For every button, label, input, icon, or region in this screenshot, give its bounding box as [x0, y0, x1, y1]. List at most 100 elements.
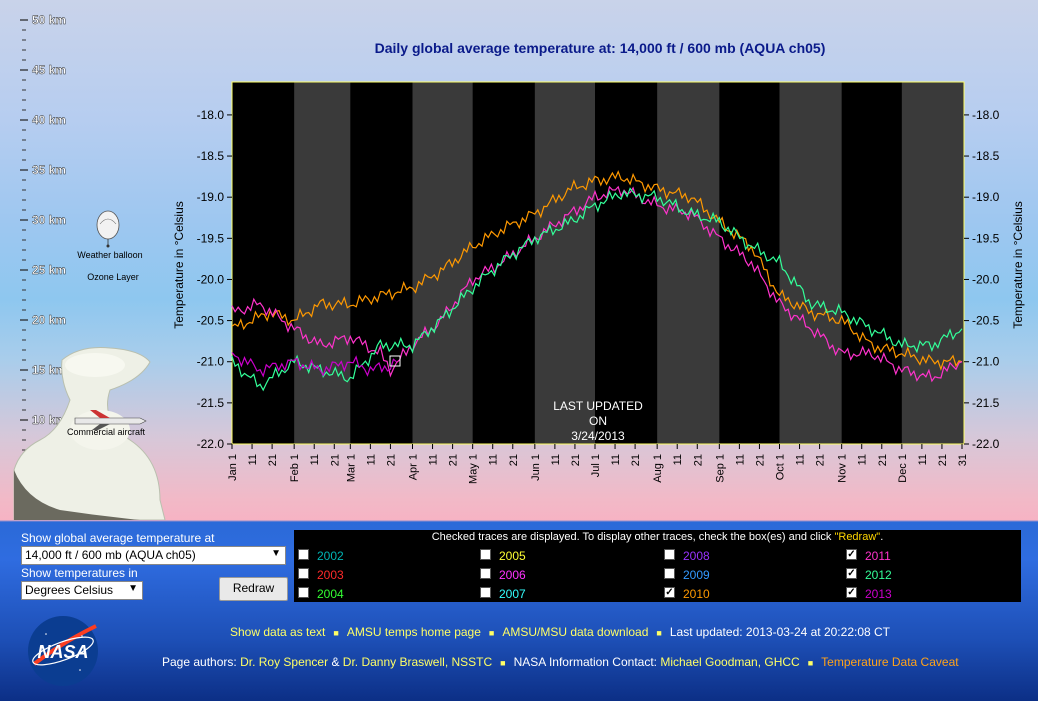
- trace-year-label: 2007: [499, 587, 526, 601]
- series-2010-line: [231, 170, 963, 371]
- altitude-label: 25 km: [32, 263, 66, 277]
- x-tick-label: 21: [267, 454, 279, 466]
- data-download-link[interactable]: AMSU/MSU data download: [502, 625, 649, 639]
- spencer-link[interactable]: Dr. Roy Spencer: [240, 655, 329, 669]
- annotation-line-2: ON: [589, 414, 607, 428]
- nasa-logo[interactable]: NASA: [26, 614, 100, 688]
- altitude-label: 30 km: [32, 213, 66, 227]
- x-tick-label: 21: [815, 454, 827, 466]
- month-band: [901, 82, 964, 444]
- y-tick-label: -20.5: [972, 314, 1000, 328]
- x-tick-label: 11: [672, 454, 684, 465]
- x-tick-label: 11: [917, 454, 929, 465]
- x-tick-label: Jun 1: [530, 454, 542, 481]
- checkbox[interactable]: [480, 568, 491, 579]
- trace-year-label: 2004: [317, 587, 344, 601]
- x-tick-label: Feb 1: [289, 454, 301, 482]
- x-tick-label: Nov 1: [837, 454, 849, 483]
- aircraft-icon: [74, 410, 147, 430]
- x-tick-label: 21: [570, 454, 582, 466]
- authors-row: Page authors: Dr. Roy Spencer & Dr. Dann…: [162, 655, 959, 669]
- month-band: [412, 82, 473, 444]
- x-tick-label: Jan 1: [227, 454, 239, 481]
- x-tick-label: 21: [630, 454, 642, 466]
- series-2011-line: [231, 185, 963, 383]
- trace-year-label: 2005: [499, 549, 526, 563]
- home-page-link[interactable]: AMSU temps home page: [346, 625, 481, 639]
- x-tick-label: 11: [309, 454, 321, 465]
- month-band: [534, 82, 595, 444]
- last-updated-annotation: LAST UPDATED ON 3/24/2013: [553, 399, 643, 443]
- x-tick-label: 11: [857, 454, 869, 465]
- checkbox[interactable]: ✓: [846, 568, 857, 579]
- y-tick-label: -20.0: [972, 272, 1000, 286]
- separator-icon: ■: [500, 658, 506, 668]
- braswell-link[interactable]: Dr. Danny Braswell, NSSTC: [342, 655, 493, 669]
- altitude-label: 50 km: [32, 13, 66, 27]
- contact-link[interactable]: Michael Goodman, GHCC: [660, 655, 800, 669]
- y-tick-label: -22.0: [197, 437, 225, 451]
- show-text-link[interactable]: Show data as text: [230, 625, 326, 639]
- current-point-marker: [389, 355, 401, 367]
- x-tick-label: 21: [508, 454, 520, 466]
- y-tick-label: -21.0: [197, 355, 225, 369]
- altitude-label: 35 km: [32, 163, 66, 177]
- x-tick-label: 21: [448, 454, 460, 466]
- checkbox[interactable]: [664, 549, 675, 560]
- altitude-label: 45 km: [32, 63, 66, 77]
- altitude-label: 20 km: [32, 313, 66, 327]
- units-select[interactable]: Degrees Celsius ▼: [21, 581, 143, 600]
- x-tick-label: 11: [795, 454, 807, 465]
- authors-amp: &: [328, 655, 343, 669]
- checkbox[interactable]: [664, 568, 675, 579]
- month-band: [294, 82, 351, 444]
- x-tick-label: 21: [692, 454, 704, 466]
- y-axis-label-right: Temperature in °Celsius: [1011, 201, 1025, 329]
- contact-prefix: NASA Information Contact:: [513, 655, 661, 669]
- x-tick-label: 11: [550, 454, 562, 465]
- y-tick-label: -18.5: [972, 149, 1000, 163]
- links-row: Show data as text ■ AMSU temps home page ■ A…: [230, 625, 890, 639]
- traces-panel: Checked traces are displayed. To display…: [294, 530, 1021, 602]
- x-tick-label: 21: [754, 454, 766, 466]
- redraw-button[interactable]: Redraw: [219, 577, 288, 601]
- chevron-down-icon: ▼: [271, 548, 281, 559]
- separator-icon: ■: [333, 628, 339, 638]
- y-axis-label-left: Temperature in °Celsius: [172, 201, 186, 329]
- x-tick-label: 11: [734, 454, 746, 465]
- trace-year-label: 2013: [865, 587, 892, 601]
- annotation-line-3: 3/24/2013: [571, 429, 625, 443]
- altitude-select-value: 14,000 ft / 600 mb (AQUA ch05): [25, 548, 196, 562]
- checkbox[interactable]: ✓: [664, 587, 675, 598]
- units-select-value: Degrees Celsius: [25, 583, 114, 597]
- x-tick-label: 11: [247, 454, 259, 465]
- authors-prefix: Page authors:: [162, 655, 241, 669]
- x-tick-label: Aug 1: [652, 454, 664, 483]
- altitude-select[interactable]: 14,000 ft / 600 mb (AQUA ch05) ▼: [21, 546, 286, 565]
- separator-icon: ■: [656, 628, 662, 638]
- x-tick-label: Oct 1: [774, 454, 786, 480]
- x-tick-label: 11: [488, 454, 500, 465]
- y-tick-label: -18.5: [197, 149, 225, 163]
- checkbox[interactable]: ✓: [846, 549, 857, 560]
- altitude-label: 40 km: [32, 113, 66, 127]
- traces-note-end: .: [880, 531, 884, 543]
- chevron-down-icon: ▼: [128, 583, 138, 594]
- checkbox[interactable]: [298, 568, 309, 579]
- trace-year-label: 2012: [865, 568, 892, 582]
- series-2012-line: [231, 187, 963, 392]
- traces-note-redraw: "Redraw": [834, 531, 881, 543]
- trace-year-label: 2003: [317, 568, 344, 582]
- checkbox[interactable]: [298, 587, 309, 598]
- altitude-label: 15 km: [32, 363, 66, 377]
- trace-year-label: 2006: [499, 568, 526, 582]
- checkbox[interactable]: [298, 549, 309, 560]
- caveat-link[interactable]: Temperature Data Caveat: [821, 655, 959, 669]
- y-tick-label: -19.0: [197, 190, 225, 204]
- trace-year-label: 2009: [683, 568, 710, 582]
- checkbox[interactable]: [480, 549, 491, 560]
- aircraft-label: Commercial aircraft: [67, 427, 146, 437]
- x-tick-label: 31: [957, 454, 969, 466]
- checkbox[interactable]: ✓: [846, 587, 857, 598]
- checkbox[interactable]: [480, 587, 491, 598]
